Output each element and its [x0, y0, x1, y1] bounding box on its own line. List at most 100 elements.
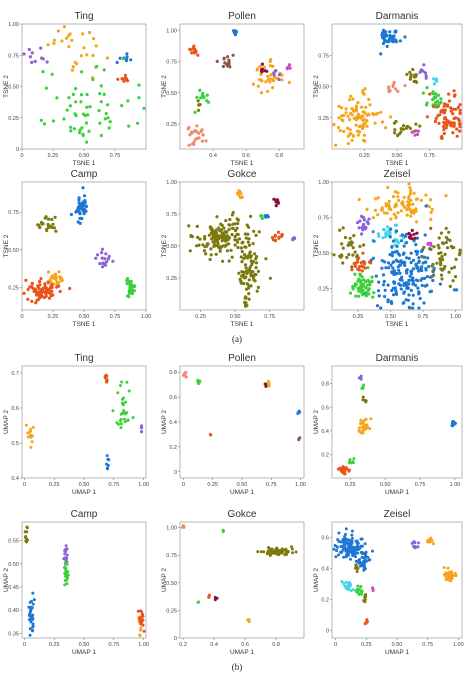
y-axis-label: TSNE 2 — [313, 75, 320, 98]
cluster-purple — [357, 374, 363, 381]
x-tick-label: 0.75 — [422, 642, 433, 648]
cluster-green — [347, 457, 356, 465]
data-point — [418, 296, 422, 301]
data-point — [266, 89, 270, 93]
data-point — [219, 228, 224, 232]
data-point — [376, 196, 380, 200]
cluster-blue — [263, 213, 270, 219]
data-point — [82, 200, 86, 204]
data-point — [196, 108, 201, 112]
chart-title: Pollen — [228, 11, 256, 22]
data-point — [224, 243, 228, 247]
data-point — [342, 582, 346, 586]
data-point — [29, 427, 33, 431]
data-point — [30, 299, 34, 303]
data-point — [364, 622, 367, 625]
data-point — [50, 225, 54, 230]
data-point — [46, 217, 51, 221]
data-point — [424, 74, 428, 78]
y-axis-label: UMAP 2 — [3, 410, 10, 434]
data-point — [377, 280, 381, 284]
data-point — [404, 232, 408, 236]
data-point — [24, 423, 28, 427]
data-point — [64, 547, 68, 551]
data-point — [399, 287, 403, 291]
chart-panel-10: Camp UMAP 1 UMAP 2 0 0.25 0.50 0.75 1.00 0.35 0.4… — [3, 509, 149, 656]
cluster-red — [116, 73, 130, 83]
data-point — [233, 222, 237, 226]
data-point — [389, 217, 393, 221]
data-point — [452, 245, 456, 250]
data-point — [389, 115, 393, 119]
y-tick-label: 0.75 — [166, 60, 177, 66]
y-tick-label: 0 — [326, 628, 329, 634]
data-point — [141, 623, 145, 627]
data-point — [347, 98, 352, 102]
data-point — [209, 253, 213, 257]
data-point — [226, 55, 230, 59]
data-point — [24, 278, 28, 282]
data-point — [77, 201, 82, 205]
data-point — [208, 225, 212, 229]
data-point — [30, 60, 34, 64]
cluster-green — [193, 88, 211, 114]
data-point — [407, 278, 411, 282]
data-point — [105, 374, 109, 378]
data-point — [416, 286, 420, 290]
data-point — [354, 282, 358, 287]
data-point — [47, 296, 52, 300]
data-point — [119, 412, 123, 416]
data-point — [400, 233, 405, 237]
data-point — [446, 566, 450, 570]
data-point — [337, 104, 341, 108]
data-point — [417, 259, 421, 263]
y-tick-label: 0.50 — [8, 562, 19, 568]
data-point — [193, 47, 197, 51]
cluster-blue — [27, 591, 36, 637]
data-point — [381, 283, 386, 287]
data-point — [341, 467, 345, 471]
y-axis-label: UMAP 2 — [161, 410, 168, 434]
chart-panel-7: Ting UMAP 1 UMAP 2 0 0.25 0.50 0.75 1.00 0.4 0.5 0… — [3, 353, 149, 496]
data-point — [181, 525, 185, 528]
x-tick-label: 0 — [182, 482, 185, 488]
data-point — [394, 38, 398, 42]
data-point — [237, 271, 241, 275]
data-point — [368, 427, 372, 431]
data-point — [442, 267, 446, 271]
data-point — [407, 182, 411, 186]
data-point — [129, 58, 133, 62]
data-point — [71, 65, 75, 69]
data-point — [360, 544, 364, 548]
data-point — [29, 435, 33, 439]
x-tick-label: 0.50 — [79, 314, 90, 320]
data-point — [357, 125, 362, 129]
data-point — [386, 298, 390, 302]
data-point — [425, 86, 429, 90]
data-point — [420, 265, 424, 269]
caption-b: (b) — [232, 662, 243, 672]
data-point — [336, 125, 341, 130]
data-point — [458, 248, 462, 252]
data-point — [371, 216, 375, 220]
data-point — [197, 243, 201, 247]
data-point — [268, 548, 271, 552]
data-point — [357, 226, 361, 230]
data-point — [443, 102, 447, 106]
data-point — [360, 425, 364, 429]
data-point — [367, 97, 371, 102]
data-point — [412, 232, 416, 236]
data-point — [188, 249, 192, 253]
data-point — [242, 270, 246, 274]
data-point — [376, 289, 381, 293]
data-point — [127, 124, 131, 128]
x-tick-label: 0.50 — [237, 482, 248, 488]
data-point — [411, 258, 416, 262]
data-point — [399, 130, 403, 134]
caption-a: (a) — [232, 334, 242, 344]
data-point — [237, 189, 241, 193]
data-point — [200, 139, 204, 143]
data-point — [251, 276, 256, 280]
data-point — [400, 275, 404, 279]
data-point — [381, 41, 386, 46]
